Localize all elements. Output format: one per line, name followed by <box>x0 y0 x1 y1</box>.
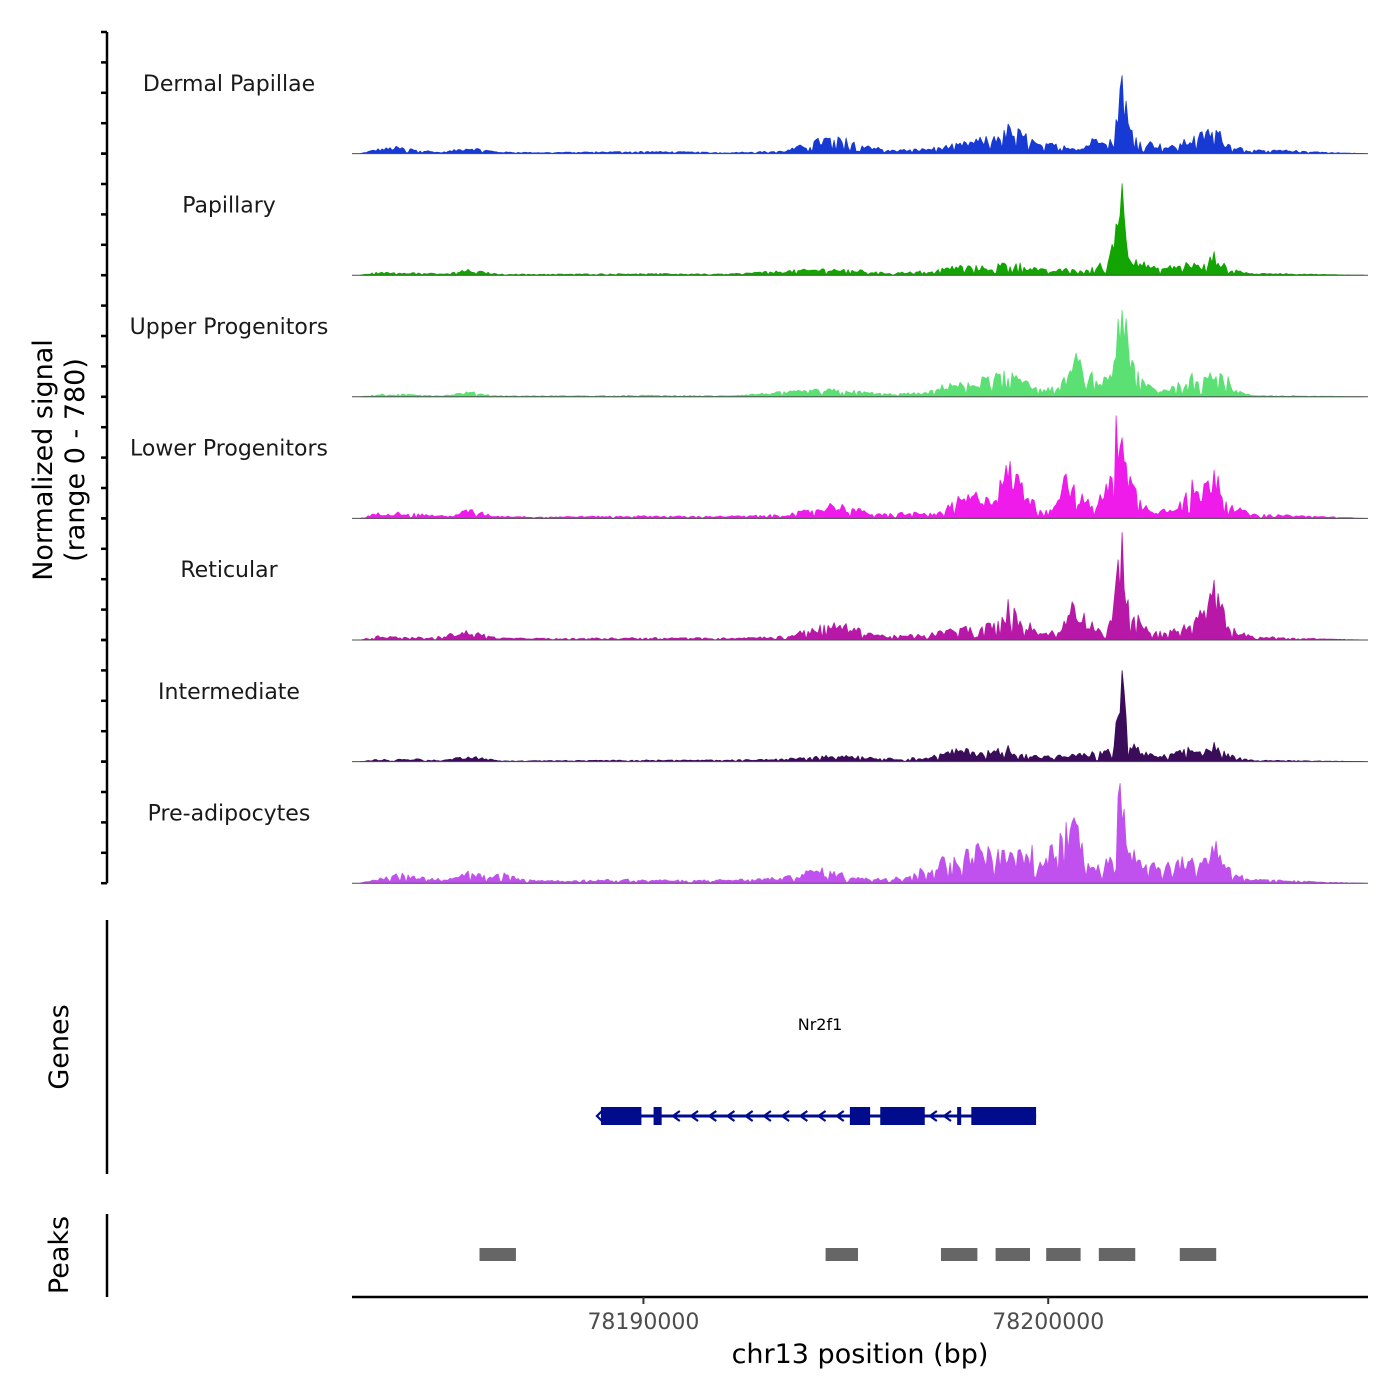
gene-exon <box>849 1107 871 1125</box>
gene-name-label: Nr2f1 <box>798 1015 843 1034</box>
signal-area <box>359 183 1365 276</box>
signal-area <box>359 75 1365 154</box>
strand-arrow <box>927 1110 938 1122</box>
signal-area <box>359 532 1365 641</box>
peak-region <box>479 1248 516 1261</box>
strand-arrow <box>725 1110 736 1122</box>
peaks-track-label: Peaks <box>44 1216 75 1294</box>
strand-arrow <box>942 1110 952 1122</box>
strand-arrow <box>834 1110 845 1122</box>
track-label: Papillary <box>182 193 276 218</box>
signal-track-3: Upper Progenitors <box>130 309 1368 398</box>
x-axis-title: chr13 position (bp) <box>732 1339 989 1370</box>
x-axis-ticks: 78190000 78200000 <box>587 1297 1104 1335</box>
strand-arrow <box>780 1110 790 1122</box>
gene-exon <box>957 1107 962 1125</box>
strand-arrow <box>707 1110 717 1122</box>
peak-region <box>1046 1248 1081 1261</box>
signal-area <box>359 309 1365 398</box>
signal-track-5: Reticular <box>180 532 1368 641</box>
strand-arrow <box>595 1109 604 1123</box>
gene-exon <box>653 1107 662 1125</box>
peak-track <box>479 1248 1217 1261</box>
x-tick-label: 78190000 <box>587 1310 699 1335</box>
peak-region <box>1179 1248 1217 1261</box>
track-label: Lower Progenitors <box>130 437 328 462</box>
strand-arrow <box>798 1110 808 1122</box>
signal-track-2: Papillary <box>182 183 1368 276</box>
signal-track-6: Intermediate <box>158 670 1368 763</box>
peak-region <box>995 1248 1031 1261</box>
signal-track-7: Pre-adipocytes <box>148 783 1368 884</box>
track-label: Upper Progenitors <box>130 315 329 340</box>
signal-y-axis <box>101 30 109 885</box>
track-label: Reticular <box>180 558 278 583</box>
gene-exon <box>600 1107 642 1125</box>
strand-arrow <box>670 1110 681 1122</box>
signal-area <box>359 415 1365 519</box>
gene-track <box>595 1107 1037 1125</box>
strand-arrow <box>689 1110 699 1122</box>
gene-exon <box>880 1107 925 1125</box>
signal-track-4: Lower Progenitors <box>130 415 1368 519</box>
strand-arrow <box>816 1110 827 1122</box>
signal-track-1: Dermal Papillae <box>143 72 1368 155</box>
signal-area <box>359 783 1365 884</box>
genes-track-label: Genes <box>44 1004 75 1089</box>
signal-area <box>359 670 1365 762</box>
track-label: Intermediate <box>158 680 300 705</box>
strand-arrow <box>743 1110 754 1122</box>
peak-region <box>1098 1248 1136 1261</box>
y-axis-subtitle: (range 0 - 780) <box>60 358 91 562</box>
signal-tracks: Dermal Papillae Papillary Upper Progenitor… <box>130 72 1368 884</box>
track-label: Dermal Papillae <box>143 72 315 97</box>
peak-region <box>940 1248 978 1261</box>
x-tick-label: 78200000 <box>992 1310 1104 1335</box>
gene-exon <box>971 1107 1037 1125</box>
strand-arrow <box>762 1110 772 1122</box>
peak-region <box>825 1248 858 1261</box>
track-label: Pre-adipocytes <box>148 801 311 826</box>
y-axis-title: Normalized signal <box>28 339 59 581</box>
